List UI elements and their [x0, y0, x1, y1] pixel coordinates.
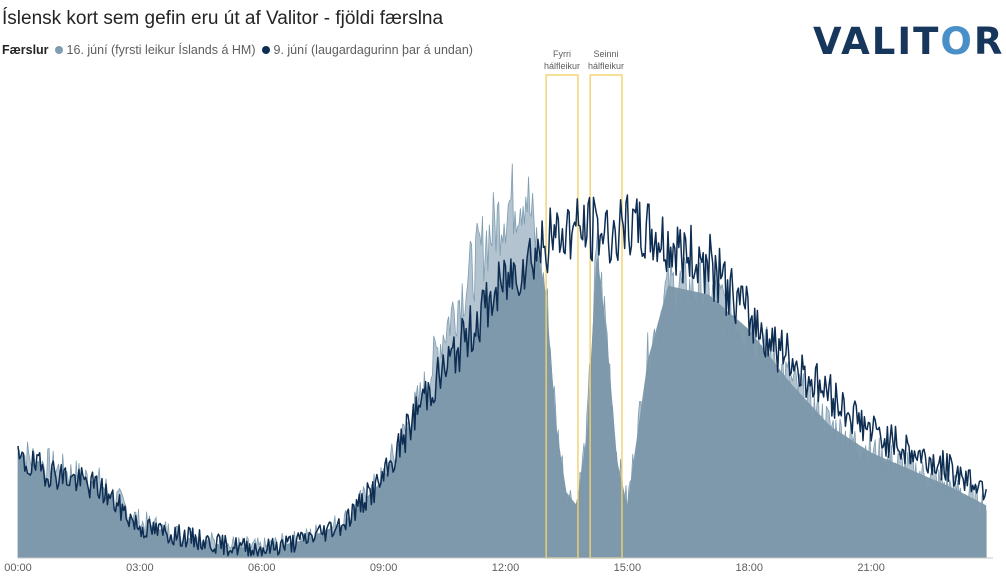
- legend: Færslur 16. júní (fyrsti leikur Íslands …: [2, 43, 479, 57]
- legend-title: Færslur: [2, 43, 49, 57]
- halftime-label-2-line1: Seinni: [594, 49, 619, 59]
- x-tick-label: 09:00: [370, 562, 398, 574]
- series-jun9-line: [17, 194, 987, 557]
- x-tick-label: 15:00: [614, 562, 642, 574]
- x-tick-label: 00:00: [4, 562, 32, 574]
- x-tick-label: 06:00: [248, 562, 276, 574]
- x-tick-label: 12:00: [492, 562, 520, 574]
- legend-item-jun16[interactable]: 16. júní (fyrsti leikur Íslands á HM): [54, 43, 256, 57]
- legend-label-jun16: 16. júní (fyrsti leikur Íslands á HM): [66, 43, 256, 57]
- chart-title: Íslensk kort sem gefin eru út af Valitor…: [2, 8, 444, 29]
- legend-item-jun9[interactable]: 9. júní (laugardagurinn þar á undan): [261, 43, 473, 57]
- x-tick-label: 18:00: [735, 562, 763, 574]
- valitor-logo: VALITOR: [813, 20, 1005, 63]
- legend-label-jun9: 9. júní (laugardagurinn þar á undan): [273, 43, 473, 57]
- halftime-label-2-line2: hálfleikur: [588, 61, 624, 71]
- x-tick-label: 21:00: [857, 562, 885, 574]
- halftime-label-1-line2: hálfleikur: [544, 61, 580, 71]
- legend-dot-icon: [261, 46, 270, 54]
- legend-dot-icon: [54, 46, 63, 54]
- series-overlap-area: [18, 238, 987, 558]
- x-tick-label: 03:00: [126, 562, 154, 574]
- halftime-label-1-line1: Fyrri: [553, 49, 571, 59]
